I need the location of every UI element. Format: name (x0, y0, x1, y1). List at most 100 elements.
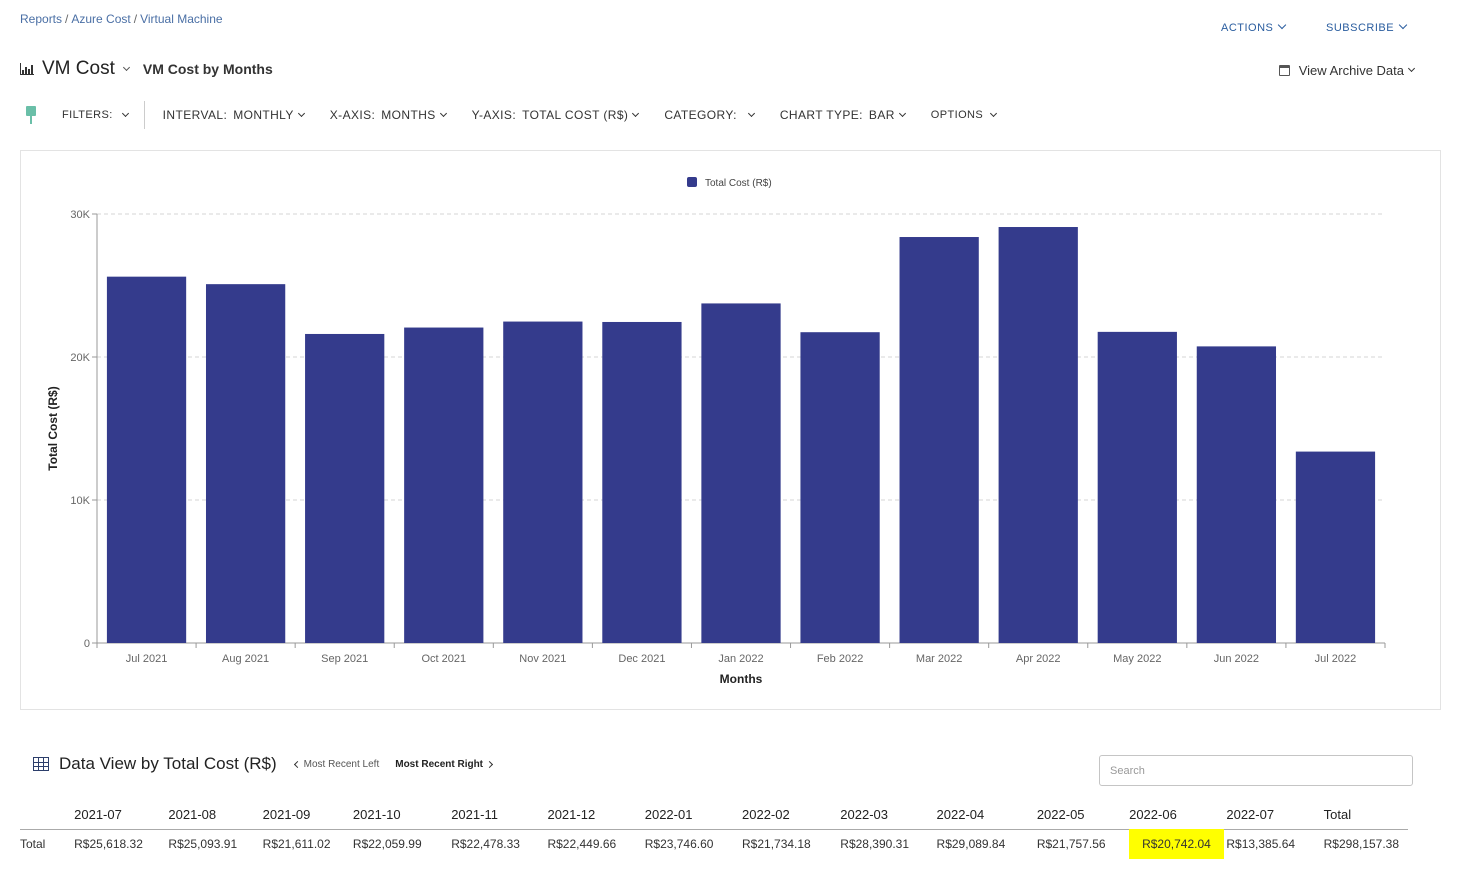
view-archive-data-button[interactable]: View Archive Data (1278, 63, 1416, 78)
chart-type-label: CHART TYPE: (779, 108, 863, 122)
page-subtitle: VM Cost by Months (142, 61, 273, 77)
bar (1196, 346, 1277, 643)
actions-label: ACTIONS (1221, 22, 1274, 34)
options-dropdown[interactable]: OPTIONS (930, 109, 998, 121)
most-recent-left-label: Most Recent Left (303, 758, 380, 770)
xaxis-value: MONTHS (381, 108, 436, 122)
bar (404, 327, 484, 643)
x-tick-label: Jun 2022 (1214, 653, 1259, 665)
bar (503, 321, 583, 643)
breadcrumb-virtual-machine[interactable]: Virtual Machine (140, 12, 223, 26)
chevron-left-icon (293, 760, 301, 768)
table-cell: R$298,157.38 (1323, 837, 1400, 852)
xaxis-label: X-AXIS: (329, 108, 376, 122)
pin-icon[interactable] (24, 106, 38, 124)
table-cell: R$28,390.31 (840, 837, 910, 852)
title-chevron-down-icon[interactable] (122, 63, 130, 71)
chart-type-dropdown[interactable]: CHART TYPE: BAR (779, 108, 906, 122)
options-label: OPTIONS (930, 109, 984, 121)
yaxis-value: TOTAL COST (R$) (522, 108, 629, 122)
breadcrumb-azure-cost[interactable]: Azure Cost (71, 12, 131, 26)
bar (205, 284, 286, 643)
data-table: 2021-07 2021-08 2021-09 2021-10 2021-11 2021-… (20, 800, 1408, 860)
yaxis-label: Y-AXIS: (471, 108, 517, 122)
table-row: Total R$25,618.32 R$25,093.91 R$21,611.02 R$… (20, 829, 1408, 860)
bar (602, 321, 682, 643)
column-header[interactable]: 2022-03 (840, 800, 937, 830)
most-recent-left-button[interactable]: Most Recent Left (293, 758, 380, 770)
x-tick-label: Jul 2022 (1315, 653, 1357, 665)
actions-button[interactable]: ACTIONS (1221, 20, 1287, 34)
table-cell: R$21,734.18 (742, 837, 811, 852)
data-view-title: Data View by Total Cost (R$) (59, 754, 277, 773)
column-header[interactable]: 2022-04 (936, 800, 1037, 830)
archive-label: View Archive Data (1298, 63, 1404, 78)
column-header[interactable]: 2021-12 (547, 800, 645, 830)
table-cell: R$25,093.91 (168, 837, 238, 852)
column-header[interactable]: 2022-02 (742, 800, 841, 830)
x-tick-label: Mar 2022 (916, 653, 962, 665)
column-header[interactable]: 2021-11 (451, 800, 548, 830)
column-header[interactable]: Total (1323, 800, 1408, 830)
bar-chart: 0 10K 20K 30K Jul 2021 Aug 2021 Sep 2021 Oct 20… (46, 177, 1386, 686)
x-axis-title: Months (720, 672, 763, 686)
column-header-empty (20, 800, 75, 830)
bar (899, 237, 979, 644)
legend-swatch (687, 177, 697, 187)
y-tick-label: 30K (70, 209, 90, 221)
category-dropdown[interactable]: CATEGORY: (664, 108, 755, 122)
column-header[interactable]: 2021-07 (74, 800, 169, 830)
filters-dropdown[interactable]: FILTERS: (62, 109, 129, 121)
chevron-down-icon (121, 109, 129, 117)
legend-label: Total Cost (R$) (705, 178, 772, 189)
x-tick-label: Oct 2021 (421, 653, 466, 665)
interval-dropdown[interactable]: INTERVAL: MONTHLY (163, 108, 305, 122)
column-header[interactable]: 2021-08 (168, 800, 263, 830)
bar (1295, 451, 1376, 643)
chart-type-value: BAR (868, 108, 895, 122)
x-tick-label: Nov 2021 (519, 653, 566, 665)
chevron-right-icon (485, 760, 494, 768)
toolbar-divider (143, 101, 145, 129)
most-recent-right-button[interactable]: Most Recent Right (395, 759, 494, 770)
chevron-down-icon (297, 109, 305, 117)
x-tick-label: Sep 2021 (321, 653, 368, 665)
xaxis-dropdown[interactable]: X-AXIS: MONTHS (329, 108, 447, 122)
y-tick-label: 20K (70, 352, 90, 364)
data-view-header: Data View by Total Cost (R$) Most Recent… (33, 754, 494, 774)
subscribe-button[interactable]: SUBSCRIBE (1326, 20, 1408, 34)
chevron-down-icon (990, 109, 998, 117)
yaxis-dropdown[interactable]: Y-AXIS: TOTAL COST (R$) (471, 108, 640, 122)
search-input[interactable] (1099, 755, 1413, 786)
column-header[interactable]: 2022-07 (1226, 800, 1324, 830)
chevron-down-icon (632, 109, 640, 117)
breadcrumb-reports[interactable]: Reports (20, 12, 63, 26)
bar (800, 332, 880, 643)
chevron-down-icon (1398, 20, 1408, 30)
row-label: Total (20, 837, 46, 852)
interval-value: MONTHLY (233, 108, 294, 122)
bar-chart-icon (20, 63, 34, 75)
x-tick-label: May 2022 (1113, 653, 1161, 665)
column-header[interactable]: 2021-10 (352, 800, 452, 830)
table-cell: R$20,742.04 (1129, 829, 1226, 860)
column-header[interactable]: 2022-06 (1129, 800, 1227, 830)
table-cell: R$13,385.64 (1226, 837, 1296, 852)
chevron-down-icon (747, 109, 755, 117)
page-title-row: VM Cost VM Cost by Months (20, 58, 273, 80)
subscribe-label: SUBSCRIBE (1326, 22, 1395, 34)
table-cell: R$22,449.66 (547, 837, 617, 852)
toolbar: FILTERS: INTERVAL: MONTHLY X-AXIS: MONTHS … (20, 101, 998, 129)
page-title[interactable]: VM Cost (42, 58, 115, 79)
table-header-row: 2021-07 2021-08 2021-09 2021-10 2021-11 2021-… (20, 800, 1408, 830)
column-header[interactable]: 2022-01 (644, 800, 742, 830)
table-cell: R$21,757.56 (1036, 837, 1106, 852)
bar (701, 303, 781, 643)
column-header[interactable]: 2022-05 (1036, 800, 1130, 830)
calendar-icon (1278, 65, 1290, 76)
x-tick-label: Dec 2021 (618, 653, 665, 665)
category-label: CATEGORY: (664, 108, 737, 122)
table-cell: R$29,089.84 (936, 837, 1006, 852)
column-header[interactable]: 2021-09 (262, 800, 353, 830)
y-tick-label: 10K (70, 495, 90, 507)
